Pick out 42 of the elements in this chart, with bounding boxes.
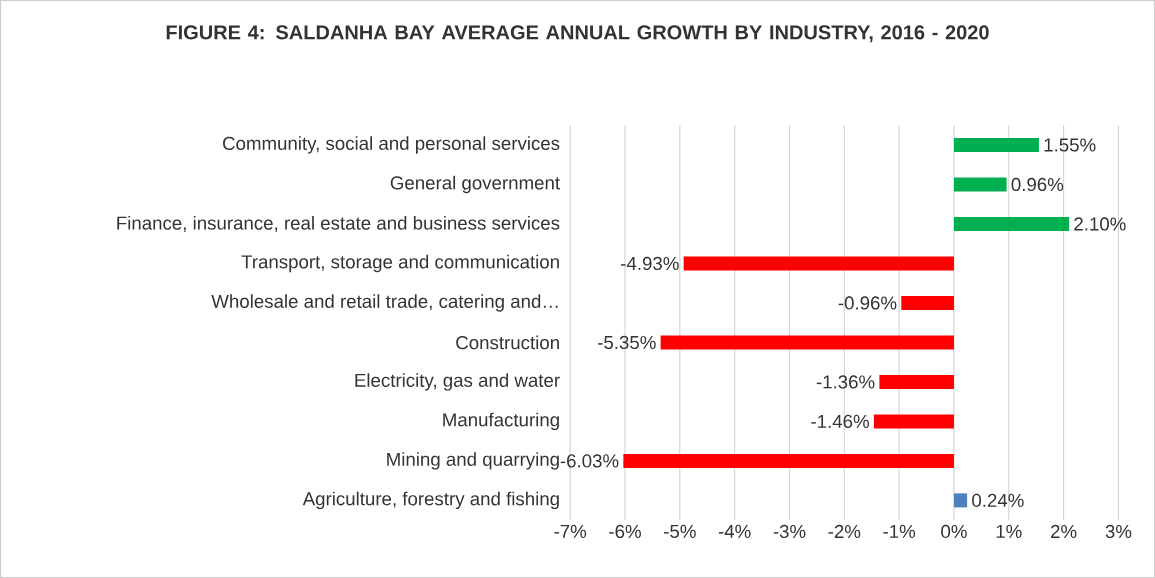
bar: [953, 177, 1007, 192]
x-tick-label: -7%: [554, 524, 587, 538]
x-tick-label: 1%: [996, 524, 1022, 538]
y-tick-label: Manufacturing: [443, 412, 559, 431]
data-label: 0.96%: [1011, 177, 1064, 192]
bar: [953, 493, 968, 508]
x-tick-label: 3%: [1105, 524, 1132, 539]
x-tick-label: 0%: [941, 524, 967, 539]
y-tick-label: Community, social and personal services: [223, 136, 560, 154]
y-tick-label: Transport, storage and communication: [241, 254, 559, 273]
y-tick-label: Wholesale and retail trade, catering and…: [211, 294, 558, 312]
x-tick-label: -1%: [883, 524, 916, 538]
data-label: 1.55%: [1044, 138, 1096, 152]
y-tick-label: Construction: [456, 335, 559, 350]
chart-title: FIGURE 4: SALDANHA BAY AVERAGE ANNUAL GROWTH BY INDUSTRY, 2016 - 2020: [166, 25, 989, 43]
x-tick-label: -3%: [773, 524, 806, 539]
x-tick-label: -6%: [609, 524, 641, 539]
data-label: -5.35%: [598, 335, 656, 350]
data-label: -1.46%: [811, 414, 869, 429]
data-label: -6.03%: [560, 454, 619, 468]
y-tick-label: Finance, insurance, real estate and business services: [117, 216, 560, 232]
y-tick-label: Electricity, gas and water: [355, 373, 560, 391]
y-tick-label: General government: [390, 175, 560, 194]
data-label: 0.24%: [972, 493, 1024, 507]
bar: [623, 453, 954, 468]
x-tick-label: -5%: [664, 524, 696, 538]
bar: [873, 414, 954, 429]
x-tick-label: -2%: [828, 524, 861, 538]
bar: [660, 335, 954, 350]
data-label: 2.10%: [1074, 217, 1126, 231]
data-label: -4.93%: [621, 256, 679, 271]
x-tick-label: -4%: [718, 524, 751, 538]
bar: [683, 256, 954, 271]
bar: [879, 374, 954, 389]
data-label: -1.36%: [816, 375, 875, 389]
bar: [953, 216, 1070, 231]
bar: [901, 295, 954, 310]
x-tick-label: 2%: [1051, 524, 1077, 538]
y-tick-label: Mining and quarrying: [387, 452, 559, 470]
y-tick-label: Agriculture, forestry and fishing: [302, 491, 559, 510]
data-label: -0.96%: [838, 296, 897, 310]
bar: [953, 137, 1039, 152]
